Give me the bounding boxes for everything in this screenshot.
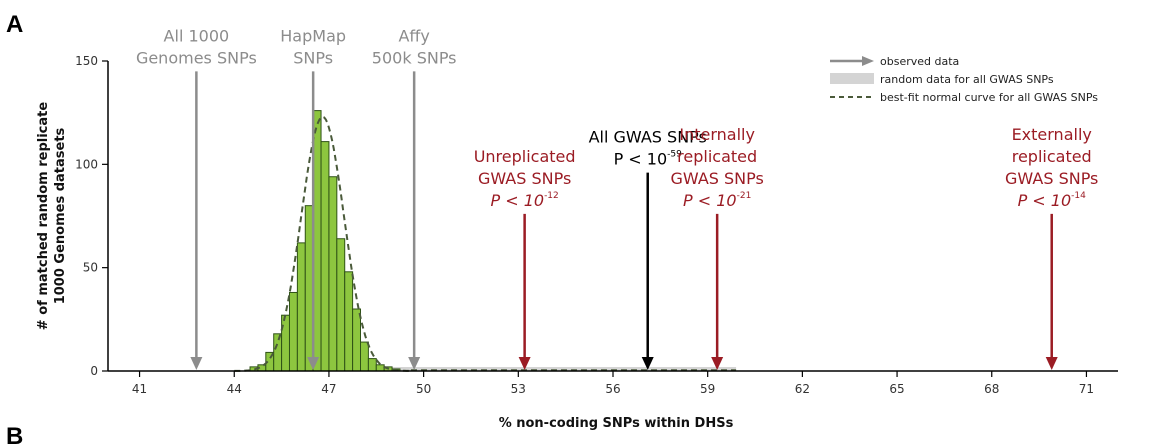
x-tick-label: 62	[795, 382, 810, 396]
annotation-arrow-head	[641, 357, 654, 370]
annotation-label: GWAS SNPs	[670, 169, 763, 188]
x-tick-label: 65	[889, 382, 904, 396]
y-axis-label-line1: # of matched random replicate	[36, 102, 51, 331]
annotation-label: Internally	[679, 125, 755, 144]
annotation-label: Unreplicated	[474, 147, 576, 166]
histogram-bar	[336, 238, 346, 372]
annotation-label: replicated	[677, 147, 757, 166]
random-data-band	[250, 367, 737, 371]
histogram-bar	[273, 333, 283, 372]
legend-arrow-head	[862, 56, 874, 66]
p-value-exponent: -21	[737, 191, 752, 201]
annotation-label: GWAS SNPs	[1005, 169, 1098, 188]
annotation-arrow-head	[1045, 357, 1058, 370]
annotation-p-value: P < 10-21	[683, 191, 751, 210]
x-tick-label: 41	[132, 382, 147, 396]
annotation-arrow-head	[711, 357, 724, 370]
x-tick-label: 56	[605, 382, 620, 396]
y-tick-label: 100	[75, 157, 98, 171]
p-value-base: P < 10	[490, 191, 544, 210]
panel-label-b: B	[6, 423, 23, 447]
p-value-exponent: -14	[1071, 191, 1086, 201]
p-value-exponent: -59	[667, 150, 682, 160]
annotation-label: GWAS SNPs	[478, 169, 571, 188]
p-value-base: P < 10	[683, 191, 737, 210]
annotation-p-value: P < 10-14	[1018, 191, 1087, 210]
annotation-arrow-head	[190, 357, 203, 370]
annotation-p-value: P < 10-12	[490, 191, 558, 210]
histogram-bar	[360, 341, 369, 372]
y-tick-label: 50	[83, 261, 98, 275]
histogram-bar	[367, 358, 377, 372]
x-tick-label: 53	[511, 382, 526, 396]
panel-label-a: A	[6, 11, 23, 38]
y-tick-label: 150	[75, 54, 98, 68]
annotation-arrow-head	[518, 357, 531, 370]
annotation-label: Externally	[1012, 125, 1092, 144]
histogram-bar	[281, 314, 290, 372]
p-value-exponent: -12	[544, 191, 559, 201]
x-tick-label: 44	[227, 382, 242, 396]
histogram-bar	[352, 308, 361, 372]
annotation-arrow-head	[307, 357, 320, 370]
legend-label: random data for all GWAS SNPs	[880, 73, 1054, 86]
x-tick-label: 68	[984, 382, 999, 396]
histogram-bar	[375, 364, 385, 372]
y-axis-label-line2: 1000 Genomes datasets	[53, 127, 68, 304]
annotation-label: All GWAS SNPs	[589, 128, 707, 147]
annotation-label: All 1000	[164, 26, 230, 45]
legend-label: observed data	[880, 55, 959, 68]
normal-curve	[234, 115, 411, 372]
y-tick-label: 0	[90, 364, 98, 378]
histogram-bar	[296, 242, 306, 372]
annotation-p-value: P < 10-59	[614, 150, 683, 169]
x-tick-label: 47	[321, 382, 336, 396]
legend-label: best-fit normal curve for all GWAS SNPs	[880, 91, 1098, 104]
x-tick-label: 50	[416, 382, 431, 396]
p-value-base: P < 10	[614, 150, 668, 169]
histogram-bar	[320, 141, 330, 372]
annotation-arrow-head	[408, 357, 421, 370]
annotation-label: Affy	[398, 26, 429, 45]
legend-band-swatch	[830, 73, 874, 84]
annotation-label: SNPs	[293, 48, 333, 67]
annotation-label: replicated	[1012, 147, 1092, 166]
x-tick-label: 71	[1079, 382, 1094, 396]
histogram-bar	[344, 271, 354, 372]
annotation-label: HapMap	[280, 26, 346, 45]
annotation-label: 500k SNPs	[372, 48, 457, 67]
y-axis-label: # of matched random replicate 1000 Genom…	[36, 102, 68, 331]
histogram-bar	[328, 176, 338, 372]
histogram-bar	[288, 291, 298, 372]
x-tick-label: 59	[700, 382, 715, 396]
annotation-label: Genomes SNPs	[136, 48, 257, 67]
p-value-base: P < 10	[1018, 191, 1072, 210]
x-axis-label: % non-coding SNPs within DHSs	[499, 416, 734, 431]
